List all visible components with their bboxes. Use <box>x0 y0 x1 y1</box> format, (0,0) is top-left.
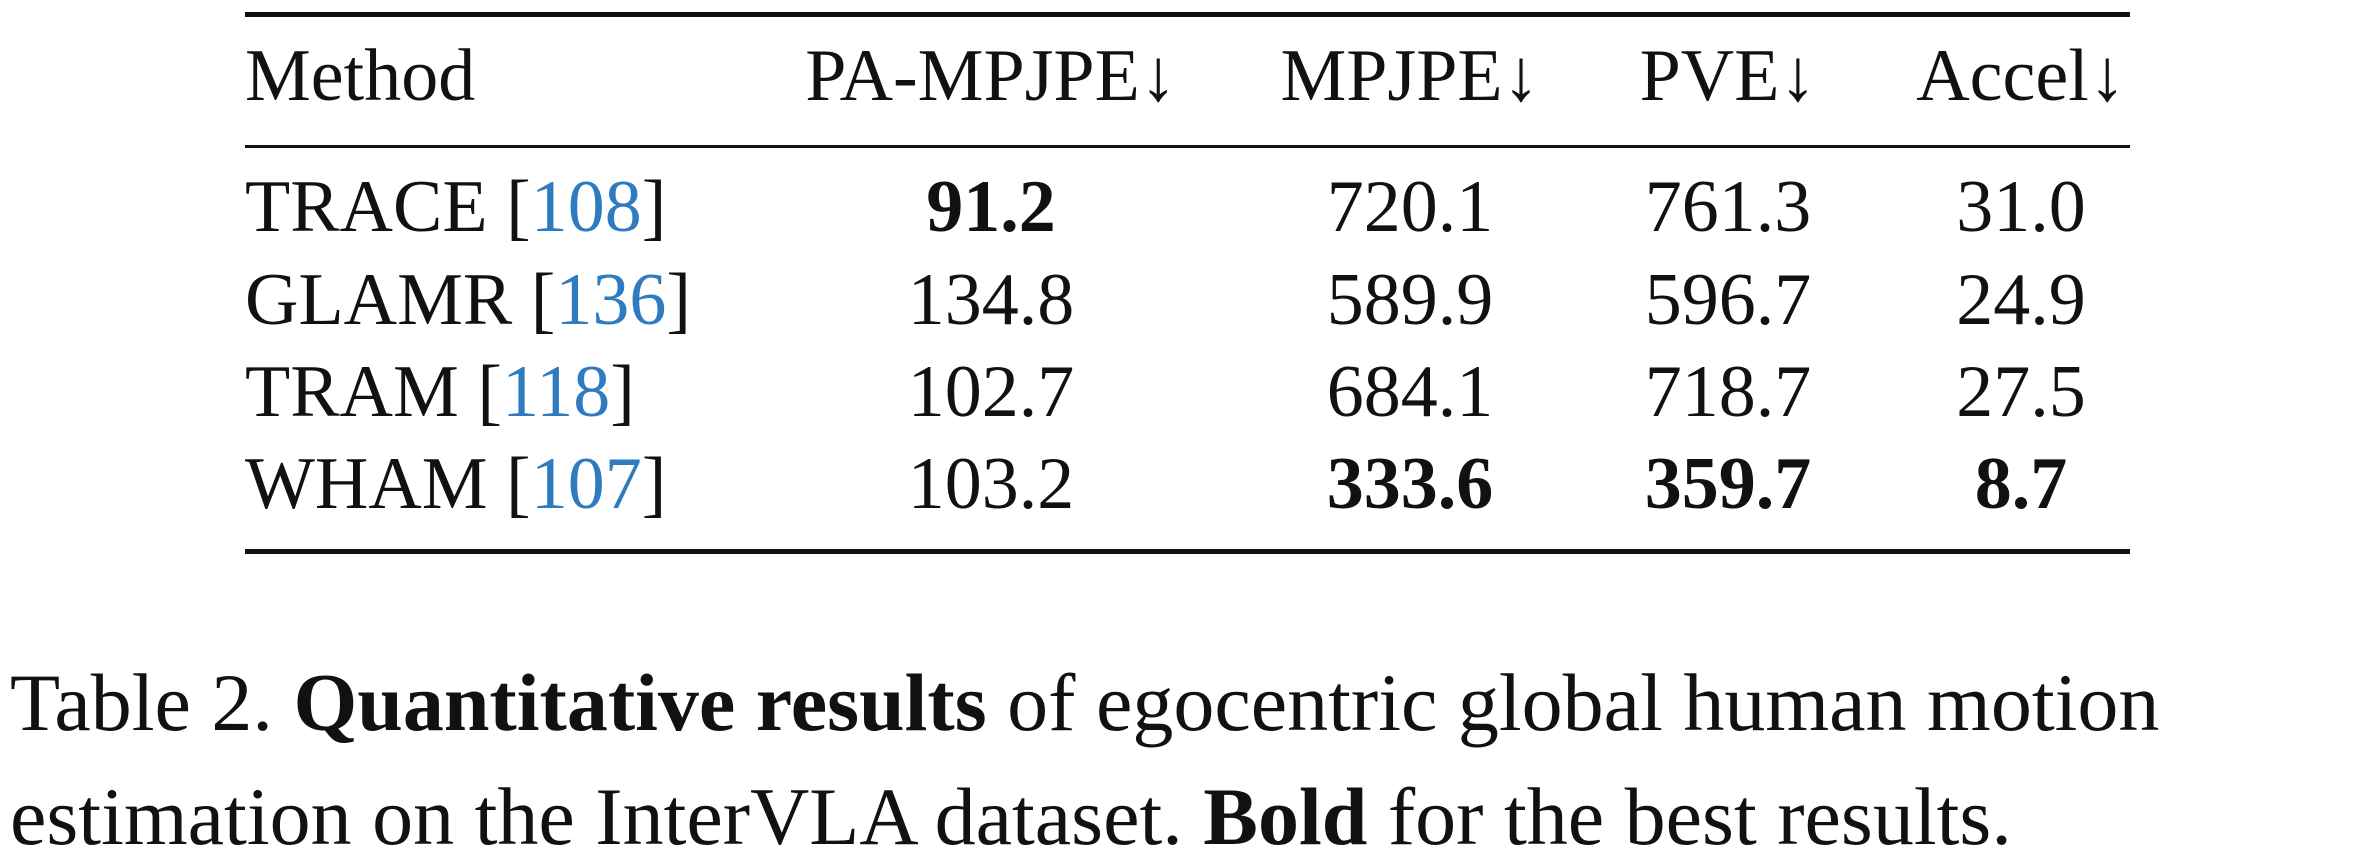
method-name: WHAM <box>245 443 488 525</box>
value-cell: 589.9 <box>1326 259 1494 341</box>
caption-line: Table 2. Quantitative results of egocent… <box>10 662 2159 744</box>
value-cell: 27.5 <box>1956 351 2086 433</box>
value-cell: 359.7 <box>1644 443 1812 525</box>
value-cell: 8.7 <box>1974 443 2068 525</box>
bracket: [ <box>477 351 502 433</box>
header-cell: PA-MPJPE↓ <box>805 35 1177 117</box>
method-cell: WHAM [107] <box>245 447 666 521</box>
top-rule <box>245 12 2130 17</box>
value-cell: 91.2 <box>926 166 1056 248</box>
header-cell: PVE↓ <box>1639 35 1817 117</box>
value-cell: 718.7 <box>1644 351 1812 433</box>
citation: 136 <box>555 259 667 341</box>
caption-text: Bold <box>1203 771 1368 862</box>
method-cell: GLAMR [136] <box>245 263 691 337</box>
caption-text: Quantitative results <box>293 657 987 748</box>
caption-text: estimation on the InterVLA dataset. <box>10 771 1204 862</box>
value-cell: 720.1 <box>1326 166 1494 248</box>
bottom-rule <box>245 549 2130 554</box>
value-cell: 684.1 <box>1326 351 1494 433</box>
header-cell: MPJPE↓ <box>1280 35 1540 117</box>
value-cell: 103.2 <box>907 443 1075 525</box>
method-name: GLAMR <box>245 259 513 341</box>
bracket: [ <box>530 259 556 341</box>
bracket: ] <box>641 166 667 248</box>
header-cell: Method <box>245 35 476 117</box>
header-cell: Accel↓ <box>1916 35 2126 117</box>
method-cell: TRAM [118] <box>245 355 635 429</box>
citation: 107 <box>530 443 642 525</box>
caption-text: Table 2. <box>10 657 294 748</box>
value-cell: 102.7 <box>907 351 1075 433</box>
caption-text: of egocentric global human motion <box>986 657 2160 748</box>
citation: 108 <box>530 166 642 248</box>
caption-text: for the best results. <box>1367 771 2012 862</box>
bracket: [ <box>506 443 531 525</box>
value-cell: 761.3 <box>1644 166 1812 248</box>
bracket: ] <box>666 259 692 341</box>
bracket: ] <box>610 351 635 433</box>
value-cell: 596.7 <box>1644 259 1812 341</box>
value-cell: 134.8 <box>907 259 1075 341</box>
value-cell: 333.6 <box>1326 443 1494 525</box>
method-name: TRACE <box>245 166 488 248</box>
mid-rule <box>245 145 2130 148</box>
method-name: TRAM <box>245 351 459 433</box>
citation: 118 <box>501 351 611 433</box>
bracket: ] <box>641 443 667 525</box>
value-cell: 24.9 <box>1956 259 2086 341</box>
caption-line: estimation on the InterVLA dataset. Bold… <box>10 776 2012 858</box>
value-cell: 31.0 <box>1956 166 2086 248</box>
bracket: [ <box>506 166 531 248</box>
method-cell: TRACE [108] <box>245 170 666 244</box>
